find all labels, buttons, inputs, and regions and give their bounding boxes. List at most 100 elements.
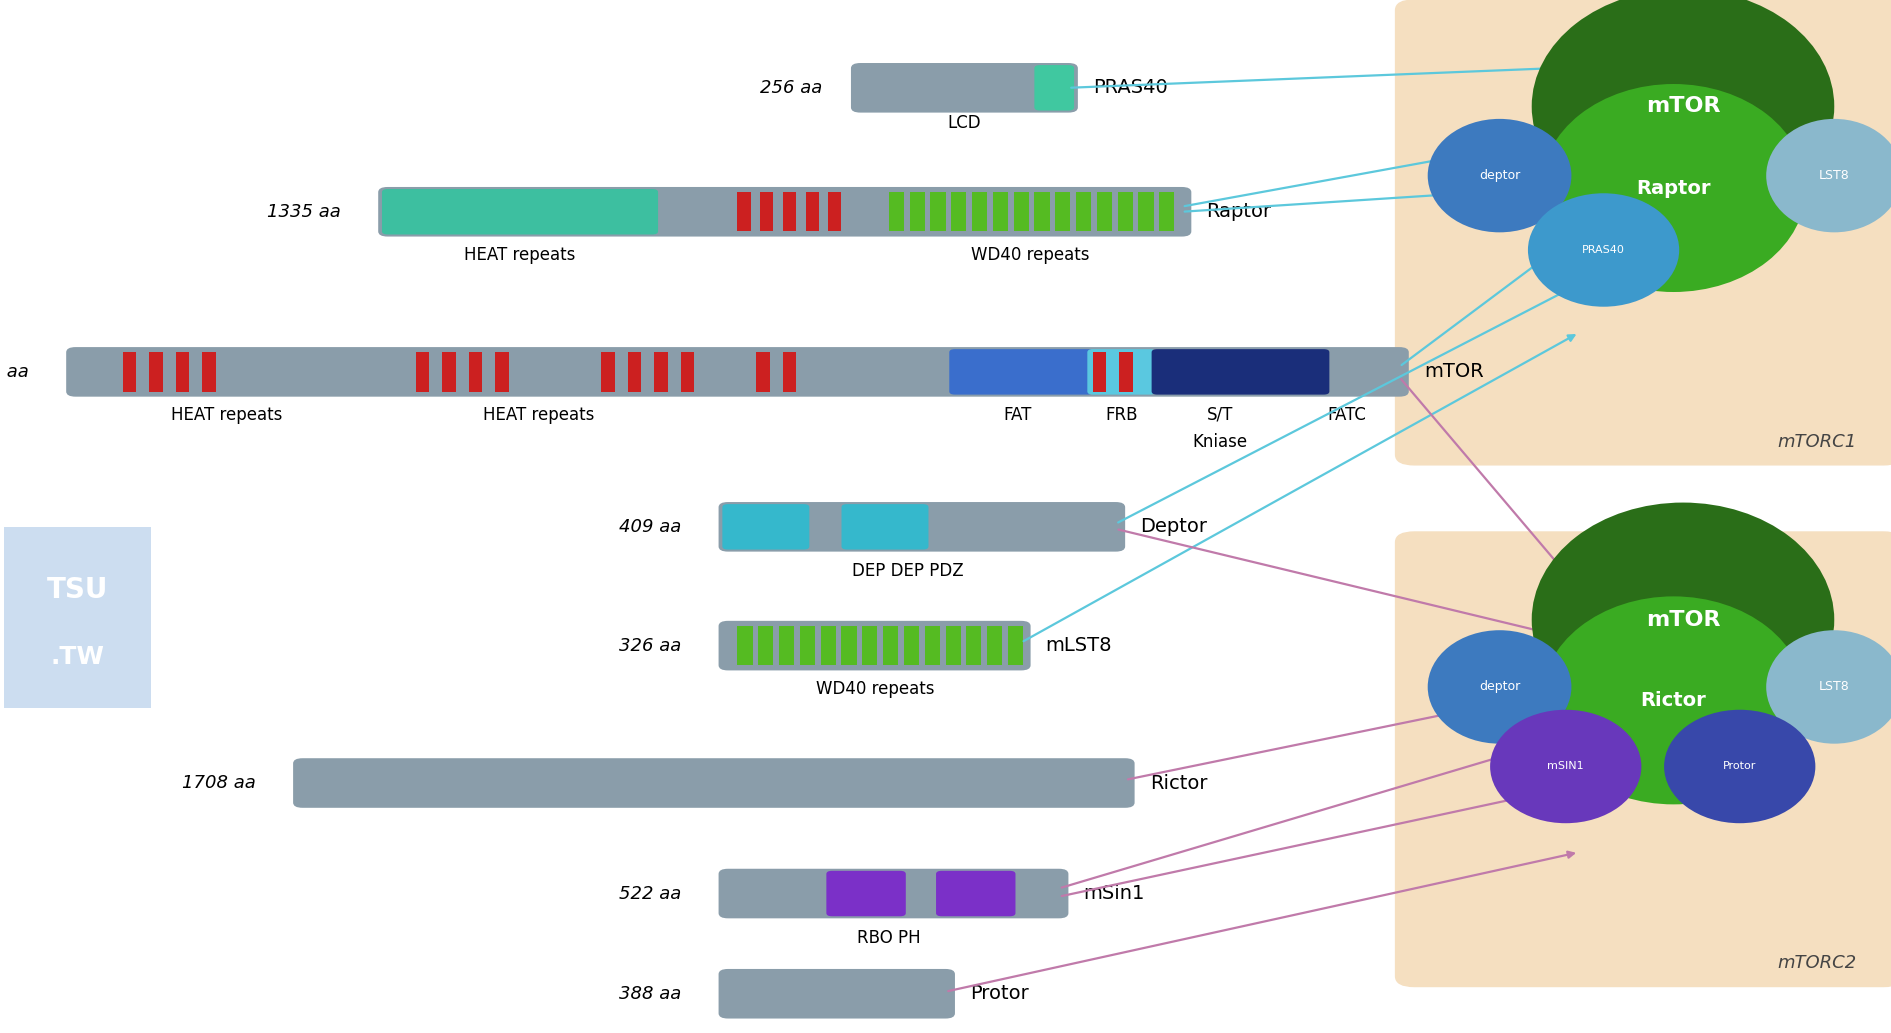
Text: mTOR: mTOR <box>1645 609 1721 630</box>
Text: mSIN1: mSIN1 <box>1547 761 1585 772</box>
Bar <box>904 626 919 665</box>
Bar <box>1014 192 1029 231</box>
Bar <box>972 192 987 231</box>
Text: FRB: FRB <box>1104 406 1138 424</box>
FancyBboxPatch shape <box>719 621 1031 670</box>
Text: Deptor: Deptor <box>1140 518 1206 536</box>
Text: Raptor: Raptor <box>1636 179 1711 197</box>
Text: FATC: FATC <box>1327 406 1365 424</box>
FancyBboxPatch shape <box>851 63 1078 113</box>
FancyBboxPatch shape <box>949 349 1093 395</box>
Bar <box>1034 192 1050 231</box>
Bar <box>1159 192 1174 231</box>
FancyBboxPatch shape <box>66 347 1409 397</box>
Text: WD40 repeats: WD40 repeats <box>972 246 1089 263</box>
Text: Protor: Protor <box>970 984 1029 1003</box>
Bar <box>966 626 981 665</box>
FancyBboxPatch shape <box>1034 65 1074 111</box>
Text: Protor: Protor <box>1723 761 1757 772</box>
Ellipse shape <box>1532 503 1834 737</box>
Bar <box>841 626 857 665</box>
Bar <box>756 352 770 392</box>
Bar <box>910 192 925 231</box>
FancyBboxPatch shape <box>1087 349 1155 395</box>
Text: LST8: LST8 <box>1819 169 1849 182</box>
FancyBboxPatch shape <box>1396 532 1891 987</box>
Bar <box>779 626 794 665</box>
Text: 409 aa: 409 aa <box>618 518 681 536</box>
Ellipse shape <box>1490 710 1641 823</box>
Text: 388 aa: 388 aa <box>618 984 681 1003</box>
Text: 49 aa: 49 aa <box>0 363 28 381</box>
FancyBboxPatch shape <box>936 871 1015 916</box>
Text: PRAS40: PRAS40 <box>1583 245 1624 255</box>
Text: Kniase: Kniase <box>1191 433 1248 450</box>
Bar <box>202 352 216 392</box>
Text: Raptor: Raptor <box>1206 202 1271 221</box>
Text: HEAT repeats: HEAT repeats <box>465 246 575 263</box>
FancyBboxPatch shape <box>841 504 928 550</box>
FancyBboxPatch shape <box>719 969 955 1019</box>
Text: S/T: S/T <box>1206 406 1233 424</box>
Bar <box>951 192 966 231</box>
Bar <box>442 352 456 392</box>
Bar <box>737 192 751 231</box>
Bar <box>993 192 1008 231</box>
FancyBboxPatch shape <box>4 527 151 708</box>
Bar <box>758 626 773 665</box>
Bar <box>828 192 841 231</box>
Bar <box>654 352 668 392</box>
Bar <box>806 192 819 231</box>
Bar <box>1076 192 1091 231</box>
Text: 1708 aa: 1708 aa <box>182 774 255 792</box>
Text: LST8: LST8 <box>1819 681 1849 693</box>
FancyBboxPatch shape <box>826 871 906 916</box>
Text: mTOR: mTOR <box>1424 363 1484 381</box>
Bar <box>601 352 615 392</box>
Ellipse shape <box>1532 0 1834 223</box>
Ellipse shape <box>1528 193 1679 307</box>
FancyBboxPatch shape <box>378 187 1191 237</box>
Text: 326 aa: 326 aa <box>618 636 681 655</box>
Bar <box>1055 192 1070 231</box>
Bar <box>495 352 509 392</box>
Text: WD40 repeats: WD40 repeats <box>817 680 934 697</box>
Text: DEP DEP PDZ: DEP DEP PDZ <box>851 562 964 580</box>
Ellipse shape <box>1428 630 1571 744</box>
Bar <box>1119 352 1133 392</box>
Text: mLST8: mLST8 <box>1046 636 1112 655</box>
Bar <box>416 352 429 392</box>
Text: mTOR: mTOR <box>1645 96 1721 117</box>
Bar <box>889 192 904 231</box>
Bar <box>1097 192 1112 231</box>
Ellipse shape <box>1541 596 1806 805</box>
Bar <box>469 352 482 392</box>
FancyBboxPatch shape <box>1152 349 1329 395</box>
FancyBboxPatch shape <box>382 189 658 234</box>
Bar <box>737 626 753 665</box>
Bar <box>123 352 136 392</box>
Text: RBO PH: RBO PH <box>857 929 921 946</box>
Text: .TW: .TW <box>51 645 104 669</box>
Bar <box>783 352 796 392</box>
Bar <box>862 626 877 665</box>
Bar <box>1118 192 1133 231</box>
Text: PRAS40: PRAS40 <box>1093 79 1169 97</box>
Text: Rictor: Rictor <box>1641 691 1706 710</box>
Bar <box>883 626 898 665</box>
FancyBboxPatch shape <box>719 869 1068 918</box>
Text: mSin1: mSin1 <box>1084 884 1144 903</box>
Text: TSU: TSU <box>47 576 108 604</box>
Ellipse shape <box>1664 710 1815 823</box>
Bar <box>821 626 836 665</box>
Text: 522 aa: 522 aa <box>618 884 681 903</box>
Bar <box>628 352 641 392</box>
FancyBboxPatch shape <box>719 502 1125 552</box>
Bar <box>681 352 694 392</box>
Text: 1335 aa: 1335 aa <box>267 202 340 221</box>
Text: HEAT repeats: HEAT repeats <box>172 406 282 424</box>
Ellipse shape <box>1766 119 1891 232</box>
Text: mTORC1: mTORC1 <box>1778 433 1857 451</box>
Bar <box>760 192 773 231</box>
Text: mTORC2: mTORC2 <box>1778 953 1857 972</box>
